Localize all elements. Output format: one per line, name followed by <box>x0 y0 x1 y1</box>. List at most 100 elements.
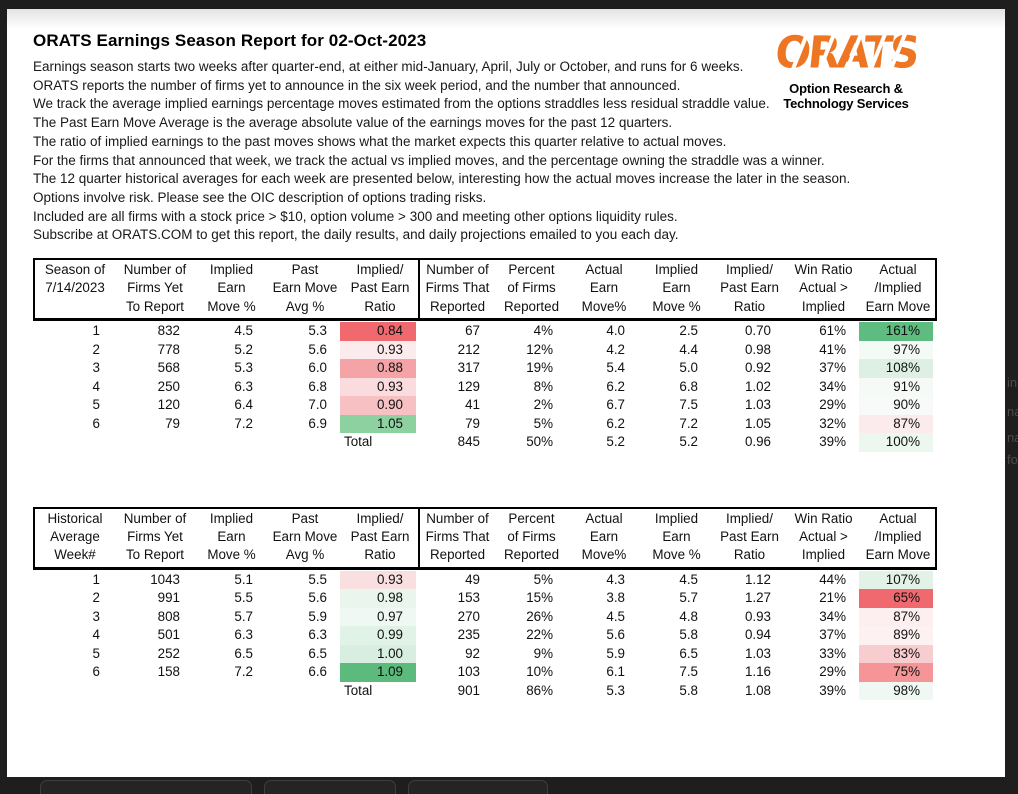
data-cell: 5.9 <box>606 645 625 661</box>
header-cell: Implied/Past Earn Ratio <box>350 510 410 563</box>
data-cell: 0.93 <box>340 570 416 590</box>
data-cell: 501 <box>157 627 180 643</box>
data-cell: 0.92 <box>744 360 771 376</box>
clipped-text-fragment: na <box>1007 405 1018 419</box>
data-cell: 5% <box>533 415 553 431</box>
data-cell: 845 <box>457 434 480 450</box>
data-cell: 2 <box>92 590 100 606</box>
header-cell: Number of Firms Yet To Report <box>123 262 187 314</box>
data-cell <box>266 433 340 452</box>
data-cell: 4.0 <box>606 323 625 339</box>
data-cell: 5.8 <box>679 627 698 643</box>
data-cell: 21% <box>819 590 846 606</box>
data-cell: 33% <box>819 645 846 661</box>
data-cell: 15% <box>526 590 553 606</box>
data-cell: 5.3 <box>234 360 253 376</box>
data-cell: 8% <box>533 378 553 394</box>
data-cell: 5.5 <box>234 590 253 606</box>
intro-text: Earnings season starts two weeks after q… <box>33 58 1005 245</box>
data-cell: 6.5 <box>679 645 698 661</box>
data-cell <box>193 433 266 452</box>
intro-line: The 12 quarter historical averages for e… <box>33 171 851 187</box>
data-cell: 65% <box>859 589 933 608</box>
data-cell: 2.5 <box>679 323 698 339</box>
data-cell: 1.12 <box>744 571 771 587</box>
data-cell: 100% <box>859 433 933 452</box>
header-cell: Implied Earn Move % <box>652 510 701 563</box>
data-cell: 252 <box>157 645 180 661</box>
data-cell: 0.96 <box>744 434 771 450</box>
data-cell: 153 <box>457 590 480 606</box>
data-cell: 0.93 <box>340 377 416 397</box>
data-cell: 0.99 <box>340 626 416 645</box>
data-cell: 0.70 <box>744 323 771 339</box>
taskbar-tab[interactable] <box>40 780 252 794</box>
data-cell: 5% <box>533 571 553 587</box>
data-cell: 778 <box>157 341 180 357</box>
header-cell: Implied Earn Move % <box>207 510 256 563</box>
data-cell: 6.2 <box>606 378 625 394</box>
data-cell: 6.4 <box>234 397 253 413</box>
data-cell: 2% <box>533 397 553 413</box>
data-cell: 4% <box>533 323 553 339</box>
data-cell: 67 <box>465 323 480 339</box>
data-cell: 5.4 <box>606 360 625 376</box>
header-cell: Number of Firms Yet To Report <box>123 510 187 563</box>
header-cell: Win Ratio Actual > Implied <box>794 510 853 563</box>
data-cell: 41% <box>819 341 846 357</box>
header-cell: Implied/Past Earn Ratio <box>720 262 779 314</box>
data-cell: 901 <box>457 682 480 698</box>
data-cell: 86% <box>526 682 553 698</box>
data-cell: 97% <box>859 340 933 360</box>
intro-line: Earnings season starts two weeks after q… <box>33 59 744 74</box>
data-cell: 1.03 <box>744 397 771 413</box>
logo-tagline-line1: Option Research & <box>789 81 903 96</box>
header-cell: Actual Earn Move% <box>581 510 627 563</box>
data-cell <box>113 682 193 701</box>
data-cell: 26% <box>526 608 553 624</box>
data-cell: 2 <box>92 341 100 357</box>
data-cell: 568 <box>157 360 180 376</box>
report-page: ORATS Earnings Season Report for 02-Oct-… <box>7 9 1005 777</box>
data-cell: 5 <box>92 397 100 413</box>
data-cell: 4.4 <box>679 341 698 357</box>
data-cell: 5.0 <box>679 360 698 376</box>
data-cell: 44% <box>819 571 846 587</box>
data-cell <box>33 682 113 701</box>
data-cell: 0.98 <box>744 341 771 357</box>
data-cell: 5.2 <box>234 341 253 357</box>
data-cell: 103 <box>457 664 480 680</box>
data-cell: 4.2 <box>606 341 625 357</box>
data-cell: 92 <box>465 645 480 661</box>
data-cell <box>266 682 340 701</box>
data-cell: 6.7 <box>606 397 625 413</box>
data-cell: 6.5 <box>308 645 327 661</box>
data-cell: 4.5 <box>234 323 253 339</box>
data-cell: 39% <box>819 682 846 698</box>
header-cell: Actual/Implied Earn Move <box>865 510 931 563</box>
intro-line: Included are all firms with a stock pric… <box>33 208 678 224</box>
clipped-text-fragment: fo <box>1007 453 1018 467</box>
header-cell: Number of Firms That Reported <box>418 260 495 319</box>
data-cell: 6.2 <box>606 415 625 431</box>
data-cell: 79 <box>165 415 180 431</box>
taskbar-tab[interactable] <box>408 780 548 794</box>
taskbar-tab[interactable] <box>264 780 396 794</box>
data-cell: 19% <box>526 360 553 376</box>
header-cell: Implied/Past Earn Ratio <box>350 262 410 314</box>
data-cell: 270 <box>457 608 480 624</box>
data-cell: 6.8 <box>308 378 327 394</box>
data-cell: 4.3 <box>606 571 625 587</box>
data-cell: 235 <box>457 627 480 643</box>
data-cell: 5.3 <box>308 323 327 339</box>
page-title: ORATS Earnings Season Report for 02-Oct-… <box>33 31 427 50</box>
header-cell: Historical Average Week# <box>47 510 103 563</box>
header-cell: Win Ratio Actual > Implied <box>794 262 853 314</box>
data-cell <box>193 682 266 701</box>
data-cell: 3 <box>92 608 100 624</box>
intro-line: The ratio of implied earnings to the pas… <box>33 133 727 149</box>
data-cell: 1.05 <box>340 414 416 434</box>
table-body: 1 832 4.5 5.3 0.84 67 4% 4.0 2.5 0.70 61% 161% 2 778 5… <box>33 322 937 452</box>
data-cell <box>113 433 193 452</box>
data-cell: 832 <box>157 323 180 339</box>
